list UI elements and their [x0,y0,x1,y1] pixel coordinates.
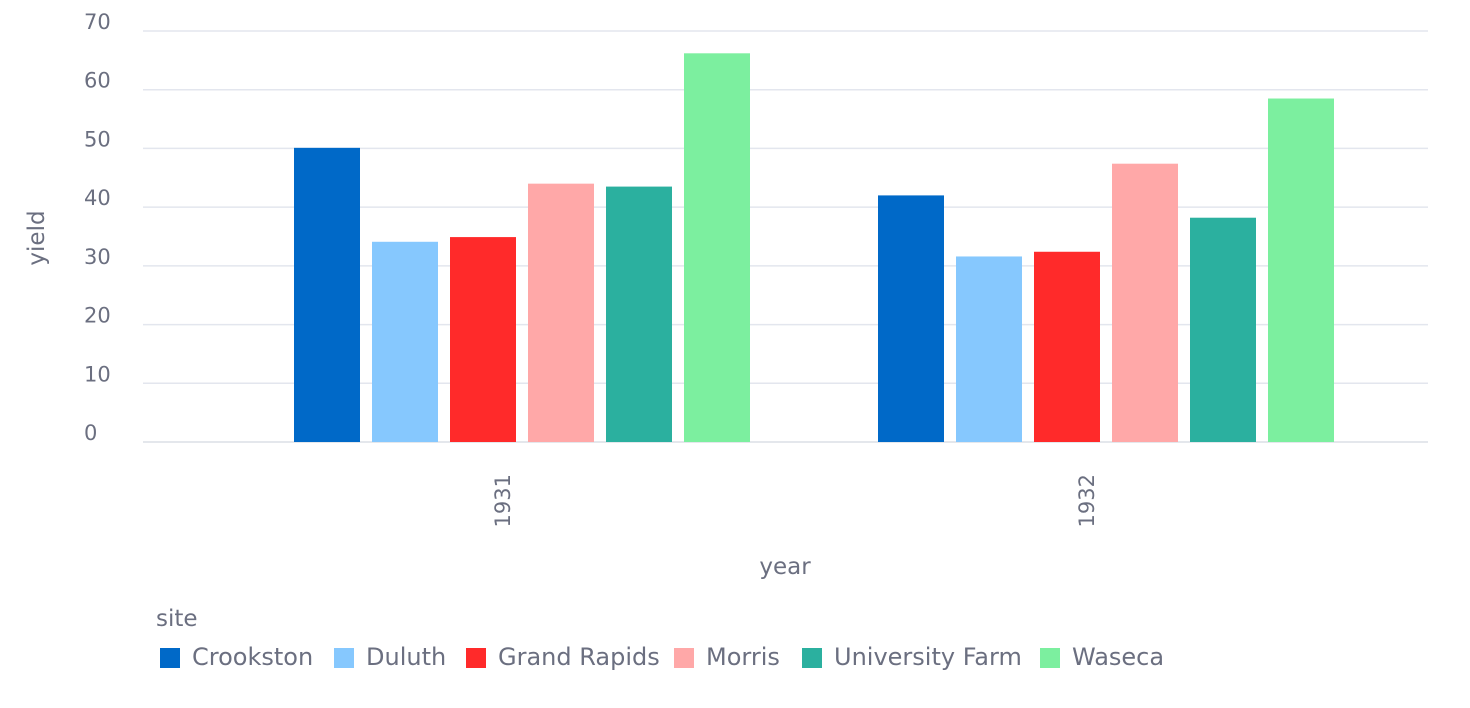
y-tick-label: 70 [84,10,111,34]
bar-duluth-1932 [956,256,1022,442]
legend-label: Morris [706,643,780,671]
x-tick-label: 1931 [491,474,515,527]
y-tick-label: 10 [84,362,111,386]
legend-item-waseca: Waseca [1040,643,1164,671]
legend-item-duluth: Duluth [334,643,446,671]
legend-swatch [466,648,486,668]
bar-morris-1931 [528,183,594,442]
bars [294,53,1334,443]
bar-grand-rapids-1931 [450,237,516,442]
legend-swatch [1040,648,1060,668]
legend-item-grand-rapids: Grand Rapids [466,643,660,671]
x-axis-ticks: 1931 1932 [491,474,1099,527]
bar-waseca-1931 [684,53,750,442]
x-axis-title: year [759,554,811,580]
bar-waseca-1932 [1268,98,1334,443]
bar-university-farm-1932 [1190,217,1256,442]
bar-crookston-1931 [294,147,360,442]
legend-label: Grand Rapids [498,643,660,671]
bar-duluth-1931 [372,241,438,442]
legend-item-crookston: Crookston [160,643,313,671]
legend-item-university-farm: University Farm [802,643,1022,671]
bar-university-farm-1931 [606,186,672,442]
y-axis-title: yield [24,210,50,265]
y-tick-label: 20 [84,304,111,328]
y-tick-label: 40 [84,186,111,210]
bar-crookston-1932 [878,195,944,442]
y-tick-label: 60 [84,69,111,93]
y-tick-label: 0 [84,421,97,445]
legend-label: Duluth [366,643,446,671]
y-tick-label: 30 [84,245,111,269]
bar-grand-rapids-1932 [1034,251,1100,442]
legend-swatch [334,648,354,668]
legend-title: site [156,606,198,632]
legend-label: Crookston [192,643,313,671]
legend-swatch [674,648,694,668]
legend-swatch [160,648,180,668]
bar-morris-1932 [1112,163,1178,443]
legend: site Crookston Duluth Grand Rapids Morris Un… [156,606,1164,671]
y-tick-label: 50 [84,127,111,151]
legend-swatch [802,648,822,668]
legend-label: Waseca [1072,643,1164,671]
y-axis-ticks: 0 10 20 30 40 50 60 70 [84,10,111,445]
legend-item-morris: Morris [674,643,780,671]
legend-items: Crookston Duluth Grand Rapids Morris Univers… [160,643,1164,671]
x-tick-label: 1932 [1075,474,1099,527]
legend-label: University Farm [834,643,1022,671]
